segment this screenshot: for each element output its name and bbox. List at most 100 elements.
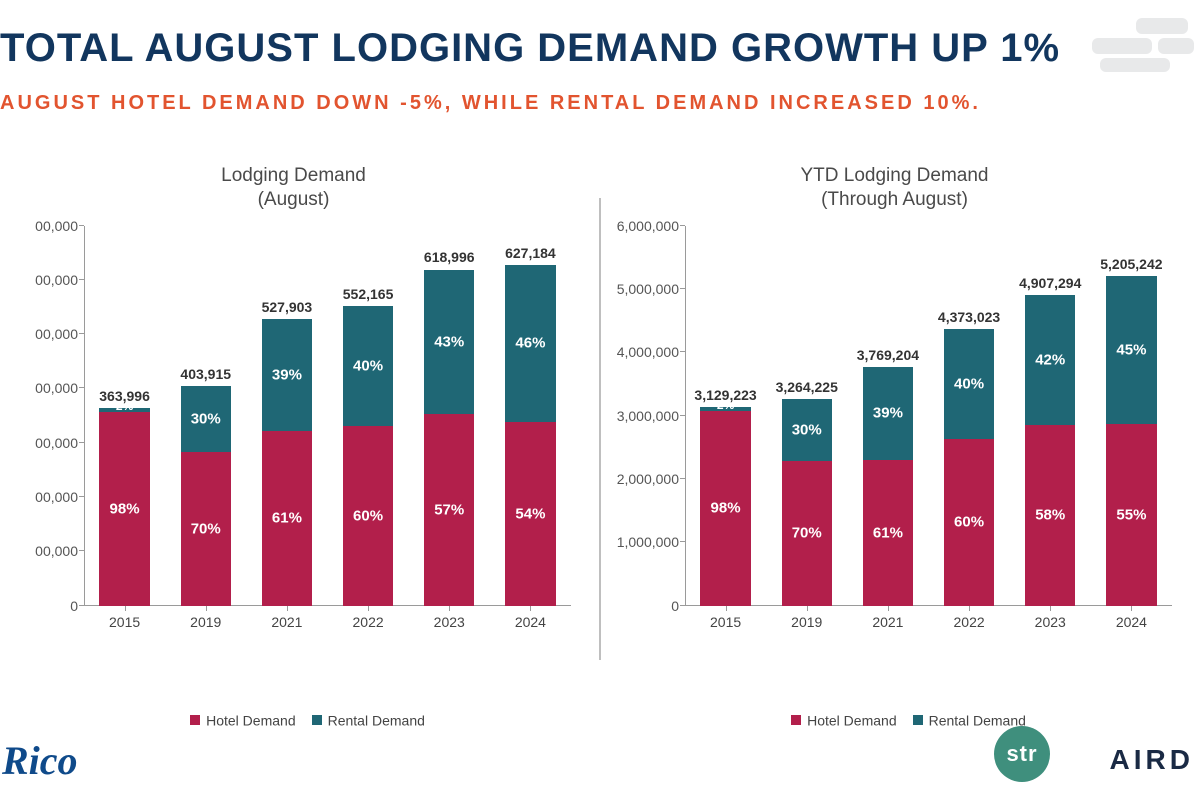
x-tick-label: 2023 (1035, 614, 1066, 630)
bar-group: 58%42%4,907,294 (1025, 295, 1075, 606)
x-tick-label: 2015 (109, 614, 140, 630)
chart-august: Lodging Demand (August) 000,00000,00000,… (0, 160, 599, 710)
bar-group: 55%45%5,205,242 (1106, 276, 1156, 606)
bar-total-label: 4,907,294 (1019, 275, 1081, 291)
page-title: TOTAL AUGUST LODGING DEMAND GROWTH UP 1% (0, 26, 1060, 71)
y-tick-label: 00,000 (6, 435, 84, 451)
page-subtitle: AUGUST HOTEL DEMAND DOWN -5%, WHILE RENT… (0, 92, 981, 115)
bar-hotel-pct: 70% (782, 525, 832, 542)
bar-rental: 39% (262, 319, 312, 431)
y-tick-label: 2,000,000 (607, 471, 685, 487)
x-tick-label: 2022 (954, 614, 985, 630)
bar-total-label: 3,129,223 (694, 387, 756, 403)
y-tick-label: 1,000,000 (607, 534, 685, 550)
bar-hotel-pct: 60% (944, 514, 994, 531)
bar-rental-pct: 46% (505, 335, 555, 352)
bar-group: 61%39%527,903 (262, 319, 312, 606)
bar-group: 61%39%3,769,204 (863, 367, 913, 606)
y-tick-label: 0 (6, 598, 84, 614)
x-tick-label: 2022 (353, 614, 384, 630)
bar-rental-pct: 42% (1025, 351, 1075, 368)
charts-row: Lodging Demand (August) 000,00000,00000,… (0, 160, 1200, 710)
chart-ytd: YTD Lodging Demand (Through August) 01,0… (601, 160, 1200, 710)
legend-label: Hotel Demand (206, 712, 296, 728)
bar-hotel-pct: 61% (262, 510, 312, 527)
x-tick-label: 2015 (710, 614, 741, 630)
bar-group: 98%2%363,996 (99, 408, 149, 606)
chart-legend: Hotel Demand Rental Demand (0, 711, 599, 728)
bar-group: 57%43%618,996 (424, 269, 474, 605)
y-tick-label: 5,000,000 (607, 281, 685, 297)
bar-rental-pct: 30% (181, 411, 231, 428)
bar-rental: 43% (424, 270, 474, 414)
chart-plot: 01,000,0002,000,0003,000,0004,000,0005,0… (607, 216, 1182, 636)
bar-group: 54%46%627,184 (505, 265, 555, 605)
legend-swatch (791, 715, 801, 725)
bar-hotel: 98% (99, 412, 149, 606)
y-tick-label: 00,000 (6, 272, 84, 288)
bar-rental: 45% (1106, 276, 1156, 424)
bar-hotel: 70% (782, 461, 832, 606)
bar-rental: 40% (343, 306, 393, 426)
bar-hotel-pct: 55% (1106, 506, 1156, 523)
bar-hotel: 61% (262, 431, 312, 606)
logo-aird: AIRD (1110, 744, 1194, 776)
logo-str: str (994, 726, 1050, 782)
x-tick-label: 2024 (1116, 614, 1147, 630)
slide: TOTAL AUGUST LODGING DEMAND GROWTH UP 1%… (0, 0, 1200, 800)
bar-rental: 30% (782, 399, 832, 461)
bar-rental-pct: 39% (863, 405, 913, 422)
bar-hotel-pct: 98% (99, 500, 149, 517)
bar-total-label: 552,165 (343, 286, 394, 302)
legend-label: Hotel Demand (807, 712, 897, 728)
bar-hotel-pct: 61% (863, 524, 913, 541)
bar-hotel: 55% (1106, 424, 1156, 605)
bar-total-label: 363,996 (99, 388, 150, 404)
bar-hotel-pct: 57% (424, 501, 474, 518)
bar-hotel: 54% (505, 422, 555, 606)
bar-total-label: 527,903 (262, 299, 313, 315)
bar-rental-pct: 43% (424, 333, 474, 350)
bar-total-label: 3,264,225 (776, 379, 838, 395)
bar-rental: 30% (181, 386, 231, 452)
legend-label: Rental Demand (328, 712, 425, 728)
bar-rental: 42% (1025, 295, 1075, 426)
bar-hotel: 70% (181, 452, 231, 605)
bar-hotel: 60% (944, 439, 994, 605)
y-tick-label: 6,000,000 (607, 218, 685, 234)
bar-rental: 46% (505, 265, 555, 422)
bar-total-label: 3,769,204 (857, 347, 919, 363)
bar-rental-pct: 45% (1106, 342, 1156, 359)
bar-group: 70%30%403,915 (181, 386, 231, 605)
y-tick-label: 00,000 (6, 326, 84, 342)
bar-rental-pct: 39% (262, 366, 312, 383)
bar-hotel: 98% (700, 411, 750, 605)
y-tick-label: 3,000,000 (607, 408, 685, 424)
x-tick-label: 2021 (872, 614, 903, 630)
legend-swatch (913, 715, 923, 725)
bar-hotel: 61% (863, 460, 913, 606)
y-tick-label: 00,000 (6, 218, 84, 234)
bar-hotel: 60% (343, 426, 393, 606)
y-tick-label: 00,000 (6, 380, 84, 396)
bar-hotel: 57% (424, 414, 474, 606)
corner-decoration (1068, 18, 1188, 78)
bar-group: 70%30%3,264,225 (782, 399, 832, 606)
x-tick-label: 2019 (791, 614, 822, 630)
bar-total-label: 618,996 (424, 249, 475, 265)
bar-hotel-pct: 58% (1025, 507, 1075, 524)
bar-rental-pct: 40% (944, 375, 994, 392)
x-tick-label: 2019 (190, 614, 221, 630)
chart-legend: Hotel Demand Rental Demand (601, 711, 1200, 728)
y-tick-label: 0 (607, 598, 685, 614)
bar-hotel-pct: 70% (181, 520, 231, 537)
y-tick-label: 00,000 (6, 543, 84, 559)
bar-total-label: 4,373,023 (938, 309, 1000, 325)
bar-hotel-pct: 54% (505, 505, 555, 522)
bar-total-label: 403,915 (180, 366, 231, 382)
legend-swatch (190, 715, 200, 725)
footer: Rico str AIRD (0, 730, 1200, 790)
bar-rental: 40% (944, 329, 994, 440)
bar-total-label: 627,184 (505, 245, 556, 261)
legend-label: Rental Demand (929, 712, 1026, 728)
